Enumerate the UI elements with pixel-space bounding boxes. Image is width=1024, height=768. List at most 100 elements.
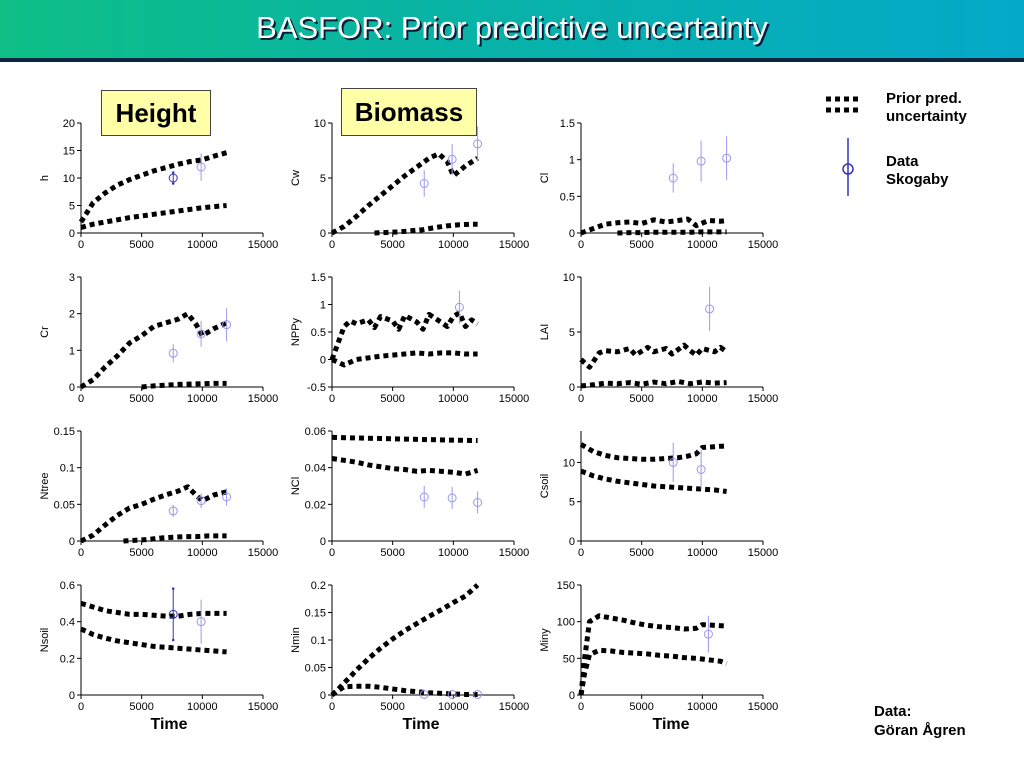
y-tick-label: 0.2 xyxy=(311,580,326,592)
subplot-ncl: 0 0.02 0.04 0.06 0 5000 10000 15000 NCl xyxy=(290,426,529,559)
data-marker xyxy=(168,348,178,358)
lower-band-line xyxy=(580,379,727,389)
x-tick-label: 5000 xyxy=(129,393,153,405)
y-tick-label: 20 xyxy=(63,118,75,130)
x-tick-label: 10000 xyxy=(687,547,718,559)
x-tick-label: 0 xyxy=(329,701,335,713)
data-point xyxy=(196,153,206,181)
data-point xyxy=(447,689,457,699)
y-tick-label: 0.1 xyxy=(311,635,326,647)
data-point xyxy=(419,170,429,197)
y-axis-label: Ntree xyxy=(39,473,51,500)
x-tick-label: 10000 xyxy=(687,393,718,405)
x-tick-label: 15000 xyxy=(499,393,530,405)
y-tick-label: 0 xyxy=(69,536,75,548)
legend-prior-line2: uncertainty xyxy=(886,108,967,125)
y-tick-label: 1 xyxy=(320,300,326,312)
y-tick-label: 0.5 xyxy=(311,327,326,339)
y-tick-label: 100 xyxy=(557,617,575,629)
data-marker xyxy=(196,162,206,172)
upper-band-line xyxy=(79,484,228,544)
y-tick-label: 0 xyxy=(569,536,575,548)
y-tick-label: 10 xyxy=(63,173,75,185)
data-marker xyxy=(668,173,678,183)
x-tick-label: 15000 xyxy=(748,393,779,405)
data-marker xyxy=(196,617,206,627)
data-marker xyxy=(473,139,483,149)
upper-band-line xyxy=(331,434,478,444)
y-tick-label: 0.6 xyxy=(60,580,75,592)
subplot-nsoil: 0 0.2 0.4 0.6 0 5000 10000 15000 Nsoil xyxy=(39,580,278,713)
legend-prior-line1: Prior pred. xyxy=(886,90,962,107)
data-point xyxy=(447,486,457,509)
x-tick-label: 5000 xyxy=(629,393,653,405)
data-marker xyxy=(222,492,232,502)
data-marker xyxy=(473,498,483,507)
y-tick-label: 0.5 xyxy=(560,191,575,203)
y-tick-label: 0 xyxy=(320,355,326,367)
y-tick-label: 0.02 xyxy=(305,499,326,511)
y-axis-label: h xyxy=(39,175,51,181)
x-tick-label: 0 xyxy=(578,393,584,405)
subplot-lai: 0 5 10 0 5000 10000 15000 LAI xyxy=(539,272,778,405)
y-tick-label: 3 xyxy=(69,272,75,284)
y-tick-label: 1 xyxy=(69,345,75,357)
data-credit: Data: Göran Ågren xyxy=(874,702,966,740)
x-tick-label: 10000 xyxy=(687,701,718,713)
x-tick-label: 15000 xyxy=(748,547,779,559)
legend-prior-swatch xyxy=(826,96,862,113)
y-tick-label: 0 xyxy=(69,228,75,240)
data-marker xyxy=(196,496,206,506)
x-tick-label: 0 xyxy=(578,239,584,251)
slide-title: BASFOR: Prior predictive uncertainty xyxy=(256,10,768,45)
subplot-h: 0 5 10 15 20 0 5000 10000 15000 h xyxy=(39,118,278,251)
y-tick-label: 0 xyxy=(569,228,575,240)
data-point xyxy=(473,491,483,514)
credit-line2: Göran Ågren xyxy=(874,722,966,739)
x-tick-label: 0 xyxy=(78,393,84,405)
data-point xyxy=(168,344,178,363)
data-point xyxy=(196,599,206,644)
time-label-right: Time xyxy=(652,716,690,733)
x-tick-label: 15000 xyxy=(499,701,530,713)
x-tick-label: 10000 xyxy=(687,239,718,251)
y-tick-label: 5 xyxy=(69,201,75,213)
x-tick-label: 5000 xyxy=(629,547,653,559)
legend-prior-label: Prior pred. uncertainty xyxy=(886,90,967,126)
legend-data-line1: Data xyxy=(886,153,919,170)
upper-band-line xyxy=(578,613,727,696)
x-tick-label: 0 xyxy=(329,393,335,405)
y-tick-label: 1.5 xyxy=(560,118,575,130)
tag-biomass: Biomass xyxy=(341,88,477,136)
upper-band-line xyxy=(330,151,479,236)
data-point xyxy=(668,163,678,193)
upper-band-line xyxy=(579,342,729,370)
y-tick-label: 0 xyxy=(69,690,75,702)
x-tick-label: 0 xyxy=(578,701,584,713)
x-tick-label: 15000 xyxy=(499,547,530,559)
y-axis-label: Cr xyxy=(39,326,51,338)
data-point xyxy=(222,308,232,342)
data-marker xyxy=(447,493,457,503)
data-marker xyxy=(419,179,429,188)
x-tick-label: 5000 xyxy=(129,547,153,559)
upper-band-line xyxy=(329,310,479,361)
lower-band-line xyxy=(331,456,479,477)
data-marker xyxy=(722,153,732,163)
lower-band-line xyxy=(580,468,727,494)
data-point xyxy=(473,689,483,699)
subplot-csoil: 0 5 10 0 5000 10000 15000 Csoil xyxy=(539,431,778,559)
y-tick-label: 0.05 xyxy=(54,499,75,511)
x-tick-label: 5000 xyxy=(629,239,653,251)
data-point xyxy=(196,493,206,508)
x-tick-label: 5000 xyxy=(380,701,404,713)
y-tick-label: 10 xyxy=(563,457,575,469)
data-point xyxy=(696,140,706,182)
x-tick-label: 5000 xyxy=(380,239,404,251)
y-tick-label: 0.05 xyxy=(305,663,326,675)
upper-band-line xyxy=(79,311,228,390)
x-tick-label: 15000 xyxy=(248,547,279,559)
upper-band-line xyxy=(579,442,727,462)
x-tick-label: 0 xyxy=(78,239,84,251)
